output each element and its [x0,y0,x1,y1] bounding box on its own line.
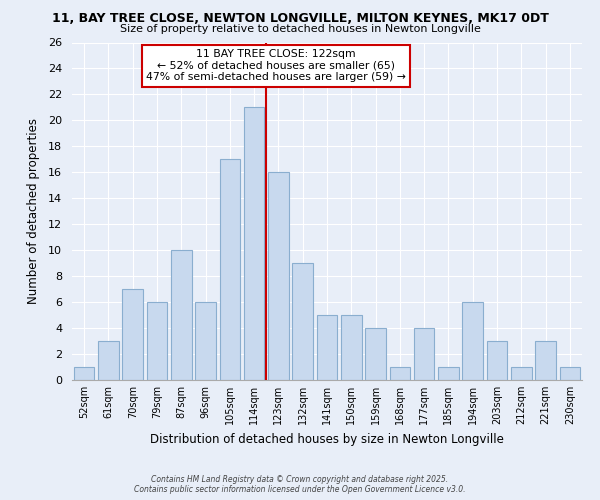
Bar [463,302,483,380]
X-axis label: Distribution of detached houses by size in Newton Longville: Distribution of detached houses by size … [150,432,504,446]
Bar [487,341,508,380]
Bar [438,367,459,380]
Bar [292,263,313,380]
Bar [220,160,240,380]
Y-axis label: Number of detached properties: Number of detached properties [26,118,40,304]
Bar [317,315,337,380]
Text: Size of property relative to detached houses in Newton Longville: Size of property relative to detached ho… [119,24,481,34]
Bar [511,367,532,380]
Bar [244,108,265,380]
Bar [535,341,556,380]
Bar [146,302,167,380]
Bar [365,328,386,380]
Bar [171,250,191,380]
Text: 11 BAY TREE CLOSE: 122sqm
← 52% of detached houses are smaller (65)
47% of semi-: 11 BAY TREE CLOSE: 122sqm ← 52% of detac… [146,50,406,82]
Bar [389,367,410,380]
Bar [195,302,216,380]
Bar [268,172,289,380]
Bar [414,328,434,380]
Bar [341,315,362,380]
Bar [122,289,143,380]
Text: Contains HM Land Registry data © Crown copyright and database right 2025.
Contai: Contains HM Land Registry data © Crown c… [134,474,466,494]
Bar [560,367,580,380]
Bar [98,341,119,380]
Bar [74,367,94,380]
Text: 11, BAY TREE CLOSE, NEWTON LONGVILLE, MILTON KEYNES, MK17 0DT: 11, BAY TREE CLOSE, NEWTON LONGVILLE, MI… [52,12,548,26]
